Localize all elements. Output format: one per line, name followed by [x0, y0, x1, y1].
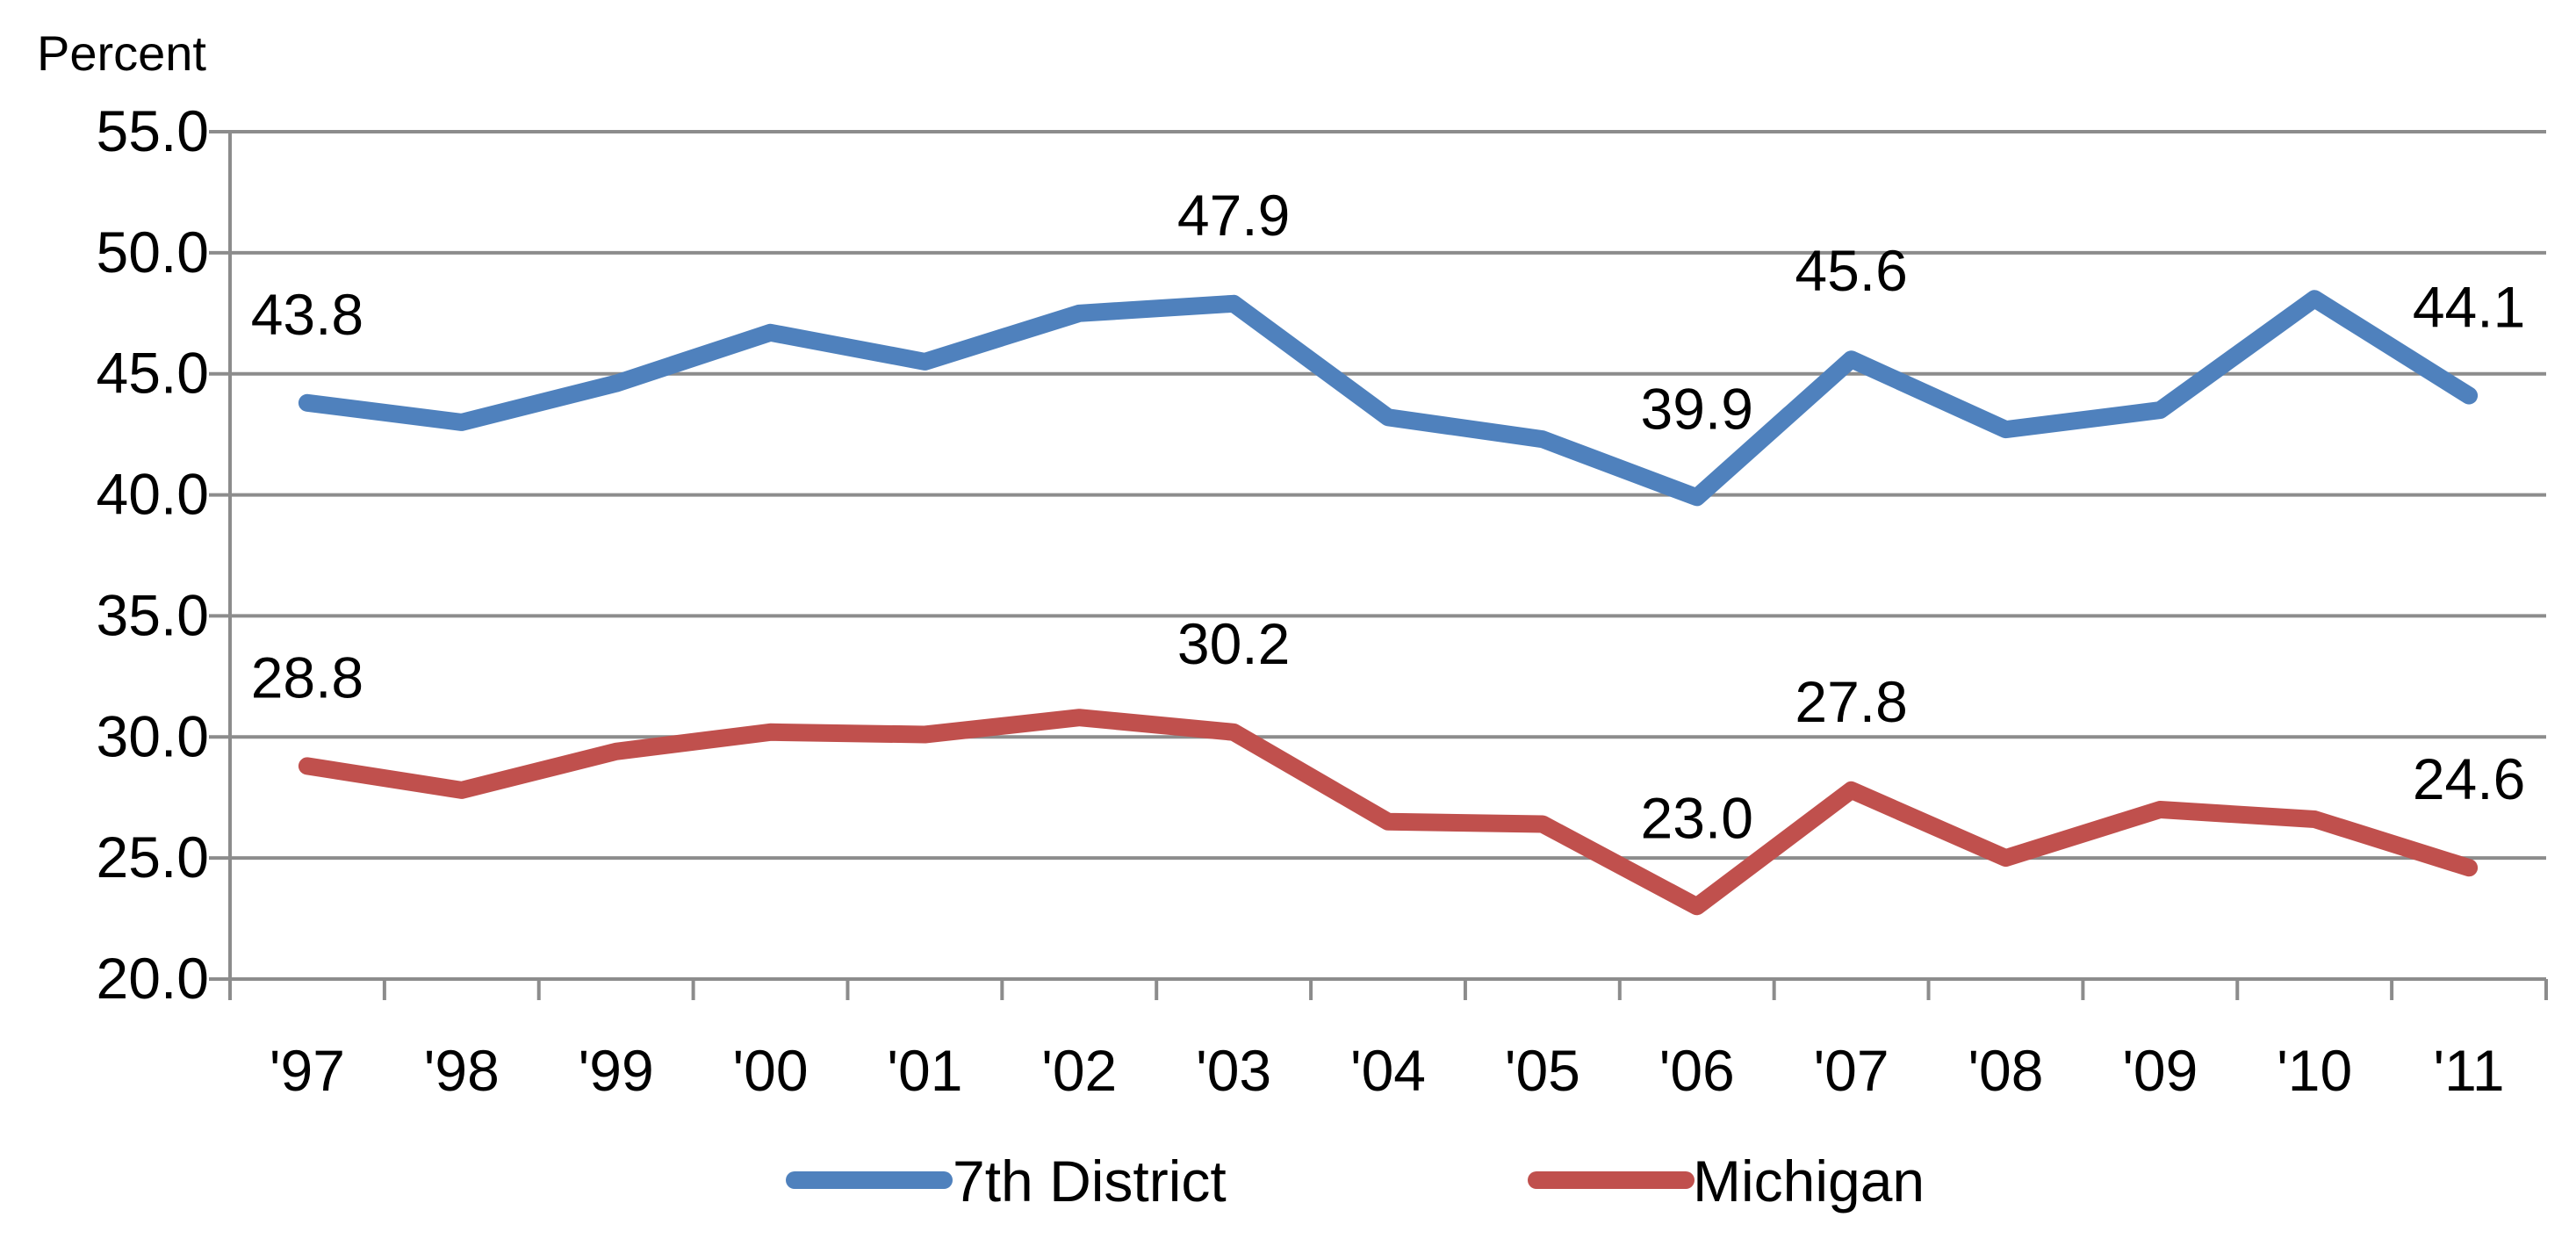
data-label: 27.8	[1795, 669, 1907, 734]
x-tick-label: '04	[1350, 1038, 1426, 1103]
x-tick-label: '09	[2122, 1038, 2198, 1103]
y-tick-label: 35.0	[97, 582, 209, 647]
axes	[209, 130, 2548, 1000]
y-tick-label: 45.0	[97, 341, 209, 406]
y-tick-label: 25.0	[97, 825, 209, 889]
data-label: 30.2	[1177, 611, 1290, 676]
x-tick-label: '98	[424, 1038, 500, 1103]
series-line-michigan	[298, 709, 2479, 916]
x-tick-label: '03	[1196, 1038, 1271, 1103]
data-labels: 43.8 47.9 39.9 45.6 44.1 28.8 30.2 23.0 27.8 24.6	[251, 183, 2526, 851]
x-tick-label: '00	[733, 1038, 809, 1103]
series-lines	[298, 290, 2479, 916]
data-label: 28.8	[251, 645, 363, 709]
data-label: 47.9	[1177, 183, 1290, 248]
y-axis-unit-label: Percent	[37, 25, 206, 81]
data-label: 23.0	[1640, 785, 1752, 850]
data-label: 45.6	[1795, 238, 1907, 303]
data-label: 44.1	[2413, 275, 2525, 340]
data-label: 43.8	[251, 282, 363, 347]
legend-label: 7th District	[953, 1149, 1227, 1214]
y-tick-label: 55.0	[97, 98, 209, 163]
x-tick-label: '07	[1814, 1038, 1889, 1103]
x-tick-label: '11	[2434, 1038, 2505, 1103]
y-tick-labels: 20.0 25.0 30.0 35.0 40.0 45.0 50.0 55.0	[97, 98, 209, 1011]
x-tick-label: '08	[1968, 1038, 2043, 1103]
y-tick-label: 30.0	[97, 703, 209, 768]
x-tick-label: '01	[887, 1038, 962, 1103]
y-tick-label: 50.0	[97, 220, 209, 284]
x-tick-label: '02	[1041, 1038, 1117, 1103]
data-label: 24.6	[2413, 746, 2525, 811]
x-tick-labels: '97 '98 '99 '00 '01 '02 '03 '04 '05 '06 '07 '08 '09 '…	[270, 1038, 2505, 1103]
x-tick-label: '97	[270, 1038, 345, 1103]
y-tick-label: 40.0	[97, 462, 209, 527]
x-tick-label: '06	[1659, 1038, 1735, 1103]
data-label: 39.9	[1640, 376, 1752, 441]
gridlines	[230, 130, 2546, 861]
x-tick-label: '99	[579, 1038, 654, 1103]
legend: 7th District Michigan	[786, 1149, 1925, 1214]
legend-label: Michigan	[1693, 1149, 1925, 1214]
y-tick-label: 20.0	[97, 946, 209, 1011]
series-line-seventh-district	[298, 290, 2479, 507]
x-tick-label: '10	[2277, 1038, 2352, 1103]
x-tick-label: '05	[1505, 1038, 1580, 1103]
